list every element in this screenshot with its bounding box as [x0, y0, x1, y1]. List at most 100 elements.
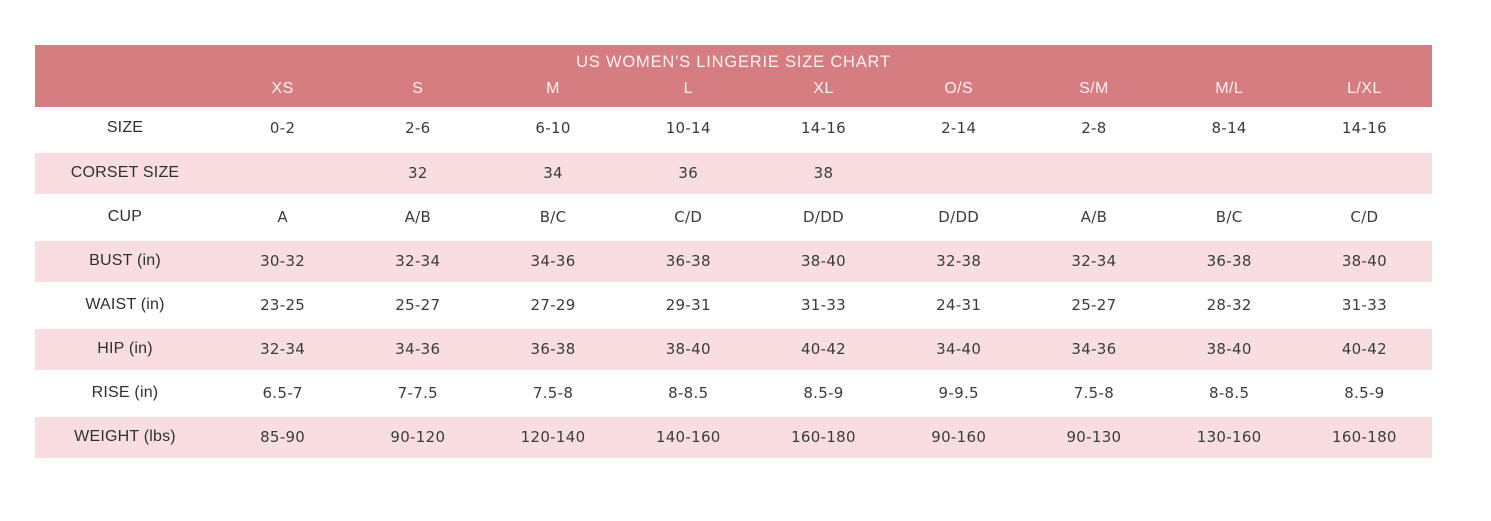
- table-cell: 34: [543, 164, 563, 182]
- column-header-row: XS S M L XL O/S S/M M/L L/XL: [35, 76, 1432, 107]
- table-cell: 34-36: [1071, 340, 1117, 358]
- table-cell: 40-42: [800, 340, 847, 358]
- table-cell: 34-40: [936, 340, 982, 358]
- table-body: SIZE 0-2 2-6 6-10 10-14 14-16 2-14 2-8 8-14 14-16…: [35, 107, 1432, 459]
- table-cell: 25-27: [395, 296, 441, 314]
- row-label-column-header: [35, 76, 215, 107]
- table-cell: 7-7.5: [397, 384, 438, 402]
- table-cell: 130-160: [1196, 428, 1262, 446]
- table-cell: [215, 151, 350, 195]
- table-cell: [1026, 151, 1161, 195]
- table-cell: 32-38: [936, 252, 982, 270]
- table-cell: 38-40: [665, 340, 711, 358]
- table-cell: 34-36: [530, 252, 576, 270]
- column-header-l-xl: L/XL: [1296, 76, 1432, 107]
- row-label: CUP: [107, 208, 143, 225]
- row-label: BUST (in): [89, 252, 161, 269]
- table-cell: 8-8.5: [668, 384, 709, 402]
- table-cell: 160-180: [791, 428, 856, 446]
- table-cell: C/D: [1350, 208, 1379, 226]
- table-cell: 0-2: [269, 119, 296, 138]
- table-cell: 85-90: [260, 428, 306, 446]
- table-cell: 34-36: [395, 340, 441, 358]
- table-cell: 32-34: [260, 340, 306, 358]
- table-cell: 27-29: [530, 296, 576, 314]
- table-cell: 40-42: [1341, 340, 1387, 358]
- table-cell: 38-40: [1206, 340, 1252, 358]
- row-label: RISE (in): [91, 384, 159, 401]
- table-cell: [1162, 151, 1297, 195]
- table-cell: 36: [678, 164, 699, 182]
- table-cell: 36-38: [1206, 252, 1252, 270]
- table-row: CUP A A/B B/C C/D D/DD D/DD A/B B/C C/D: [35, 195, 1432, 239]
- table-row: CORSET SIZE 32 34 36 38: [35, 151, 1432, 195]
- table-cell: 31-33: [800, 296, 847, 314]
- table-cell: 28-32: [1206, 296, 1252, 314]
- table-row: RISE (in) 6.5-7 7-7.5 7.5-8 8-8.5 8.5-9 9-9.5 7…: [35, 371, 1432, 415]
- table-cell: 8-14: [1211, 119, 1247, 138]
- table-cell: 90-120: [390, 428, 446, 446]
- column-header-m: M: [485, 76, 621, 107]
- table-cell: 90-160: [931, 428, 987, 446]
- table-cell: 7.5-8: [532, 384, 574, 402]
- table-cell: 25-27: [1071, 296, 1117, 314]
- table-cell: 31-33: [1341, 296, 1387, 314]
- table-cell: 32-34: [395, 252, 441, 270]
- table-cell: 36-38: [665, 252, 711, 270]
- table-cell: D/DD: [803, 208, 844, 226]
- table-cell: 14-16: [800, 119, 847, 138]
- table-cell: 9-9.5: [938, 384, 979, 402]
- table-row: WAIST (in) 23-25 25-27 27-29 29-31 31-33 24-31…: [35, 283, 1432, 327]
- table-cell: 7.5-8: [1073, 384, 1115, 402]
- table-cell: 23-25: [260, 296, 306, 314]
- table-cell: 6-10: [535, 119, 571, 138]
- table-header: US WOMEN'S LINGERIE SIZE CHART XS S M L XL O/…: [35, 45, 1432, 107]
- table-cell: 2-8: [1081, 119, 1107, 138]
- table-cell: 2-14: [941, 119, 977, 138]
- table-cell: 10-14: [665, 119, 711, 138]
- table-cell: 38-40: [800, 252, 847, 270]
- table-cell: 2-6: [405, 119, 431, 138]
- table-cell: 36-38: [530, 340, 576, 358]
- table-cell: [1297, 151, 1432, 195]
- size-chart-container: US WOMEN'S LINGERIE SIZE CHART XS S M L XL O/…: [35, 45, 1432, 461]
- column-header-s: S: [350, 76, 486, 107]
- table-cell: 32: [407, 164, 428, 182]
- table-cell: 8.5-9: [1344, 384, 1385, 402]
- row-label: SIZE: [106, 119, 144, 137]
- column-header-l: L: [620, 76, 756, 107]
- table-cell: 160-180: [1331, 428, 1397, 446]
- table-cell: 120-140: [520, 428, 586, 446]
- row-label: WAIST (in): [85, 296, 165, 313]
- table-cell: 14-16: [1341, 119, 1387, 138]
- table-row: HIP (in) 32-34 34-36 36-38 38-40 40-42 34-40 34…: [35, 327, 1432, 371]
- table-cell: 38: [813, 164, 834, 182]
- table-cell: C/D: [674, 208, 703, 226]
- table-cell: B/C: [1215, 208, 1243, 226]
- table-cell: 90-130: [1066, 428, 1122, 446]
- size-chart-table: US WOMEN'S LINGERIE SIZE CHART XS S M L XL O/…: [35, 45, 1432, 461]
- column-header-xl: XL: [755, 76, 892, 107]
- column-header-o-s: O/S: [891, 76, 1027, 107]
- column-header-xs: XS: [215, 76, 351, 107]
- table-row: WEIGHT (lbs) 85-90 90-120 120-140 140-160 160…: [35, 415, 1432, 459]
- table-cell: 29-31: [665, 296, 711, 314]
- table-row: BUST (in) 30-32 32-34 34-36 36-38 38-40 32-38 3…: [35, 239, 1432, 283]
- table-row: SIZE 0-2 2-6 6-10 10-14 14-16 2-14 2-8 8-14 14-16: [35, 107, 1432, 151]
- row-label: HIP (in): [97, 340, 153, 357]
- table-cell: 38-40: [1341, 252, 1387, 270]
- table-cell: [891, 151, 1026, 195]
- table-title: US WOMEN'S LINGERIE SIZE CHART: [35, 45, 1432, 76]
- table-cell: 8-8.5: [1208, 384, 1250, 402]
- table-cell: 8.5-9: [803, 384, 844, 402]
- column-header-m-l: M/L: [1161, 76, 1297, 107]
- table-cell: 6.5-7: [262, 384, 303, 402]
- table-title-row: US WOMEN'S LINGERIE SIZE CHART: [35, 45, 1432, 76]
- table-cell: 24-31: [936, 296, 982, 314]
- table-cell: 32-34: [1071, 252, 1117, 270]
- table-cell: A/B: [404, 208, 432, 226]
- row-label: CORSET SIZE: [70, 164, 180, 181]
- table-cell: B/C: [539, 208, 567, 226]
- table-cell: A/B: [1080, 208, 1108, 226]
- table-cell: A: [277, 208, 288, 226]
